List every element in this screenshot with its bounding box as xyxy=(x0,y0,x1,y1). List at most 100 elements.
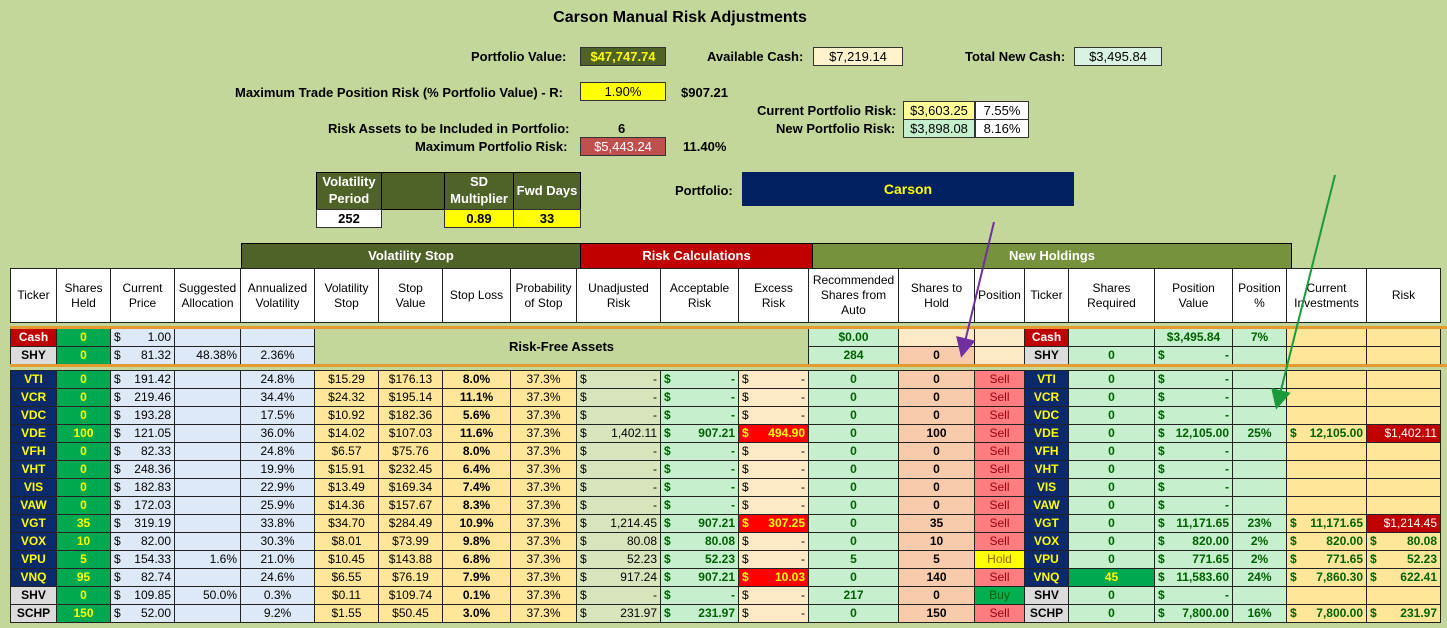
ticker2-cell: SHV xyxy=(1024,586,1069,605)
sd-multiplier-value[interactable]: 0.89 xyxy=(444,209,514,228)
req-cell: 0 xyxy=(1068,388,1155,407)
position-cell: Sell xyxy=(974,442,1025,461)
price-cell[interactable]: $121.05 xyxy=(110,424,175,443)
alloc-cell[interactable] xyxy=(174,604,241,623)
available-cash-value[interactable]: $7,219.14 xyxy=(813,47,903,66)
col-header[interactable]: Ticker xyxy=(10,268,57,323)
position-cell: Hold xyxy=(974,550,1025,569)
alloc-cell[interactable] xyxy=(174,460,241,479)
col-header[interactable]: Excess Risk xyxy=(738,268,809,323)
price-cell[interactable]: $248.36 xyxy=(110,460,175,479)
ticker-cell[interactable]: VHT xyxy=(10,460,57,479)
col-header[interactable]: Suggested Allocation xyxy=(174,268,241,323)
pos-pct-cell xyxy=(1232,442,1287,461)
stop-loss-cell: 6.4% xyxy=(442,460,511,479)
ticker-cell[interactable]: VFH xyxy=(10,442,57,461)
col-header[interactable]: Unadjusted Risk xyxy=(576,268,661,323)
ticker-cell[interactable]: VIS xyxy=(10,478,57,497)
col-header[interactable]: Ticker xyxy=(1024,268,1069,323)
portfolio-value[interactable]: $47,747.74 xyxy=(580,47,666,66)
current-risk-value: $3,603.25 xyxy=(903,101,975,120)
shares-held-cell[interactable]: 0 xyxy=(56,586,111,605)
col-header[interactable]: Stop Loss xyxy=(442,268,511,323)
col-header[interactable]: Shares Required xyxy=(1068,268,1155,323)
unadj-risk-cell: $52.23 xyxy=(576,550,661,569)
alloc-cell[interactable]: 50.0% xyxy=(174,586,241,605)
hold-cell[interactable]: 100 xyxy=(898,424,975,443)
alloc-cell[interactable] xyxy=(174,568,241,587)
alloc-cell[interactable] xyxy=(174,388,241,407)
ticker-cell[interactable]: Cash xyxy=(10,328,57,347)
ticker-cell[interactable]: SCHP xyxy=(10,604,57,623)
ticker-cell[interactable]: VOX xyxy=(10,532,57,551)
hold-cell[interactable]: 0 xyxy=(898,586,975,605)
ticker-cell[interactable]: VGT xyxy=(10,514,57,533)
col-header[interactable]: Position % xyxy=(1232,268,1287,323)
price-cell[interactable]: $319.19 xyxy=(110,514,175,533)
price-cell[interactable]: $191.42 xyxy=(110,370,175,389)
prob-stop-cell: 37.3% xyxy=(510,370,577,389)
vol-period-value[interactable]: 252 xyxy=(316,209,382,228)
table-row: SCHP 150 $52.00 9.2% $1.55 $50.45 3.0% 37.3% $23… xyxy=(10,604,1441,623)
hold-cell[interactable]: 5 xyxy=(898,550,975,569)
vol-stop-cell: $10.92 xyxy=(314,406,379,425)
shares-held-cell[interactable]: 0 xyxy=(56,496,111,515)
portfolio-name[interactable]: Carson xyxy=(742,172,1074,206)
col-header[interactable]: Recommended Shares from Auto xyxy=(808,268,899,323)
col-header[interactable]: Risk xyxy=(1366,268,1441,323)
price-cell[interactable]: $52.00 xyxy=(110,604,175,623)
price-cell[interactable]: $154.33 xyxy=(110,550,175,569)
alloc-cell[interactable] xyxy=(174,496,241,515)
alloc-cell[interactable] xyxy=(174,370,241,389)
fwd-days-value[interactable]: 33 xyxy=(513,209,581,228)
shares-held-cell[interactable]: 0 xyxy=(56,370,111,389)
alloc-cell[interactable]: 48.38% xyxy=(174,346,241,365)
ticker-cell[interactable]: VDC xyxy=(10,406,57,425)
ticker-cell[interactable]: VCR xyxy=(10,388,57,407)
price-cell[interactable]: $193.28 xyxy=(110,406,175,425)
position-cell: Sell xyxy=(974,604,1025,623)
hold-cell[interactable]: 0 xyxy=(898,346,975,365)
shares-held-cell[interactable]: 100 xyxy=(56,424,111,443)
col-header[interactable]: Volatility Stop xyxy=(314,268,379,323)
price-cell[interactable]: $81.32 xyxy=(110,346,175,365)
shares-held-cell[interactable]: 150 xyxy=(56,604,111,623)
pos-pct-cell xyxy=(1232,460,1287,479)
stop-value-cell: $195.14 xyxy=(378,388,443,407)
col-header[interactable]: Shares to Hold xyxy=(898,268,975,323)
stop-loss-cell: 8.3% xyxy=(442,496,511,515)
shares-held-cell[interactable]: 0 xyxy=(56,346,111,365)
cash-row: Cash 0 $1.00 Risk-Free Assets $0.00 Cash… xyxy=(10,328,1441,365)
col-header[interactable]: Current Investments xyxy=(1286,268,1367,323)
vol-stop-cell: $6.55 xyxy=(314,568,379,587)
hold-cell[interactable]: 0 xyxy=(898,406,975,425)
req-cell: 0 xyxy=(1068,496,1155,515)
shares-held-cell[interactable]: 0 xyxy=(56,406,111,425)
total-new-cash-value[interactable]: $3,495.84 xyxy=(1074,47,1162,66)
ticker2-cell: SCHP xyxy=(1024,604,1069,623)
alloc-cell[interactable] xyxy=(174,406,241,425)
max-trade-value: $907.21 xyxy=(681,85,728,100)
col-header[interactable]: Stop Value xyxy=(378,268,443,323)
ticker-cell[interactable]: SHY xyxy=(10,346,57,365)
max-trade-pct[interactable]: 1.90% xyxy=(580,82,666,101)
alloc-cell[interactable] xyxy=(174,424,241,443)
ticker-cell[interactable]: VNQ xyxy=(10,568,57,587)
rec-cell: 217 xyxy=(808,586,899,605)
col-header[interactable]: Probability of Stop xyxy=(510,268,577,323)
price-cell[interactable]: $219.46 xyxy=(110,388,175,407)
shares-held-cell[interactable]: 10 xyxy=(56,532,111,551)
unadj-risk-cell: $ - xyxy=(576,442,661,461)
risk-cell xyxy=(1366,460,1441,479)
hold-cell[interactable]: 0 xyxy=(898,478,975,497)
col-header[interactable]: Position xyxy=(974,268,1025,323)
col-header[interactable]: Shares Held xyxy=(56,268,111,323)
vol-cell: 25.9% xyxy=(240,496,315,515)
price-cell[interactable]: $82.74 xyxy=(110,568,175,587)
table-row: VCR 0 $219.46 34.4% $24.32 $195.14 11.1% 37.3% $… xyxy=(10,388,1441,407)
shares-held-cell[interactable]: 5 xyxy=(56,550,111,569)
ticker2-cell: VTI xyxy=(1024,370,1069,389)
col-header[interactable]: Acceptable Risk xyxy=(660,268,739,323)
hold-cell[interactable]: 150 xyxy=(898,604,975,623)
pos-value-cell: $ - xyxy=(1154,478,1233,497)
